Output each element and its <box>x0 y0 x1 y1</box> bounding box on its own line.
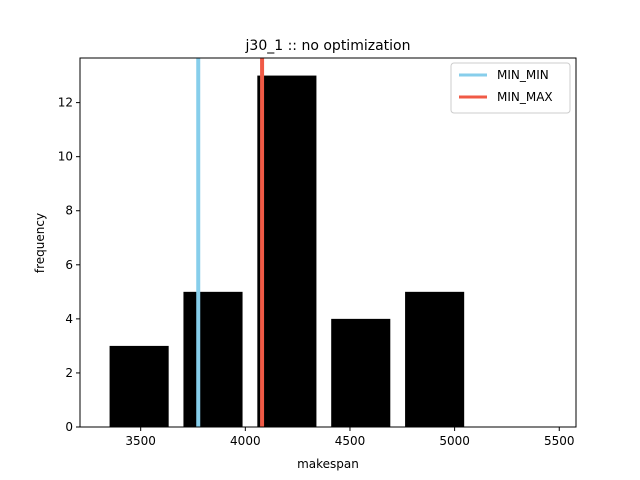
legend-label-min-min: MIN_MIN <box>497 68 549 82</box>
y-axis-label: frequency <box>33 213 47 273</box>
y-tick-label: 10 <box>58 150 73 164</box>
x-tick-label: 3500 <box>125 434 156 448</box>
legend-label-min-max: MIN_MAX <box>497 90 553 104</box>
y-tick-label: 12 <box>58 96 73 110</box>
x-tick-label: 4000 <box>230 434 261 448</box>
x-tick-label: 5000 <box>439 434 470 448</box>
histogram-bar <box>257 75 317 428</box>
axes-layer <box>79 57 577 428</box>
histogram-bar <box>183 291 243 427</box>
plot-frame <box>79 57 577 428</box>
y-tick-label: 4 <box>65 312 73 326</box>
y-tick-label: 8 <box>65 204 73 218</box>
histogram-bar <box>405 291 465 427</box>
legend: MIN_MIN MIN_MAX <box>450 62 571 114</box>
bars-layer <box>109 75 465 428</box>
x-tick-label: 5500 <box>544 434 575 448</box>
x-tick-label: 4500 <box>335 434 366 448</box>
y-tick-label: 2 <box>65 366 73 380</box>
chart-title: j30_1 :: no optimization <box>245 38 411 54</box>
y-ticks: 0 2 4 6 8 10 12 <box>58 96 80 434</box>
x-ticks: 3500 4000 4500 5000 5500 <box>125 427 575 448</box>
histogram-bar <box>331 318 391 427</box>
histogram-bar <box>109 345 169 427</box>
vlines-layer <box>196 58 265 427</box>
y-tick-label: 6 <box>65 258 73 272</box>
y-tick-label: 0 <box>65 420 73 434</box>
x-axis-label: makespan <box>297 457 359 471</box>
